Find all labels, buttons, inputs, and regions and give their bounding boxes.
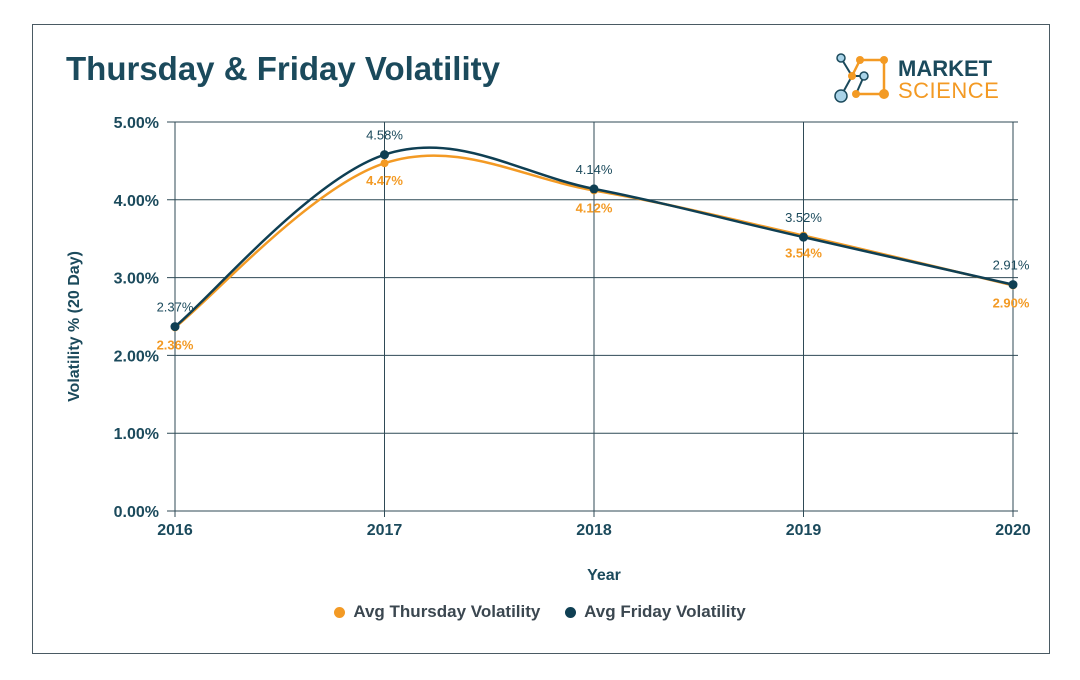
data-point-friday bbox=[380, 150, 389, 160]
data-point-friday bbox=[799, 232, 808, 242]
x-tick-label: 2017 bbox=[367, 522, 403, 539]
data-label-thursday: 2.36% bbox=[157, 337, 194, 352]
x-tick-label: 2019 bbox=[786, 522, 822, 539]
logo-wordmark: MARKET SCIENCE bbox=[898, 58, 999, 102]
data-label-thursday: 4.12% bbox=[576, 200, 613, 215]
series-line-friday bbox=[174, 146, 1014, 328]
data-point-friday bbox=[1008, 280, 1018, 290]
data-label-friday: 3.52% bbox=[785, 210, 822, 225]
legend-label-thursday: Avg Thursday Volatility bbox=[353, 602, 541, 621]
logo-line-2: SCIENCE bbox=[898, 78, 1000, 103]
x-tick-label: 2016 bbox=[157, 522, 193, 539]
legend-swatch-friday bbox=[565, 606, 577, 618]
data-label-friday: 4.14% bbox=[576, 162, 613, 177]
data-label-thursday: 2.90% bbox=[993, 295, 1030, 310]
molecule-logo-icon bbox=[834, 53, 889, 103]
market-science-logo: MARKET SCIENCE bbox=[832, 48, 1012, 108]
data-label-friday: 4.58% bbox=[366, 128, 403, 143]
data-label-friday: 2.37% bbox=[157, 300, 194, 315]
y-tick-label: 5.00% bbox=[114, 115, 159, 132]
data-point-thursday bbox=[380, 159, 389, 168]
y-tick-label: 2.00% bbox=[114, 348, 159, 365]
logo-line-1: MARKET bbox=[898, 56, 993, 81]
data-point-friday bbox=[589, 184, 599, 194]
legend: Avg Thursday Volatility Avg Friday Volat… bbox=[0, 602, 1080, 623]
data-point-friday bbox=[170, 322, 180, 332]
data-label-friday: 2.91% bbox=[993, 258, 1030, 273]
chart-title: Thursday & Friday Volatility bbox=[66, 50, 500, 87]
y-tick-label: 4.00% bbox=[114, 193, 159, 210]
legend-swatch-thursday bbox=[334, 606, 346, 618]
y-axis-title: Volatility % (20 Day) bbox=[66, 251, 83, 402]
legend-item-thursday[interactable]: Avg Thursday Volatility bbox=[334, 602, 540, 622]
x-axis-title: Year bbox=[587, 567, 621, 584]
data-label-thursday: 3.54% bbox=[785, 246, 822, 261]
legend-item-friday[interactable]: Avg Friday Volatility bbox=[565, 602, 746, 622]
data-label-thursday: 4.47% bbox=[366, 173, 403, 188]
y-tick-label: 0.00% bbox=[114, 504, 159, 521]
x-tick-label: 2018 bbox=[576, 522, 612, 539]
x-tick-label: 2020 bbox=[995, 522, 1031, 539]
y-tick-label: 1.00% bbox=[114, 426, 159, 443]
legend-label-friday: Avg Friday Volatility bbox=[584, 602, 746, 621]
chart-card bbox=[32, 24, 1050, 654]
y-tick-label: 3.00% bbox=[114, 271, 159, 288]
